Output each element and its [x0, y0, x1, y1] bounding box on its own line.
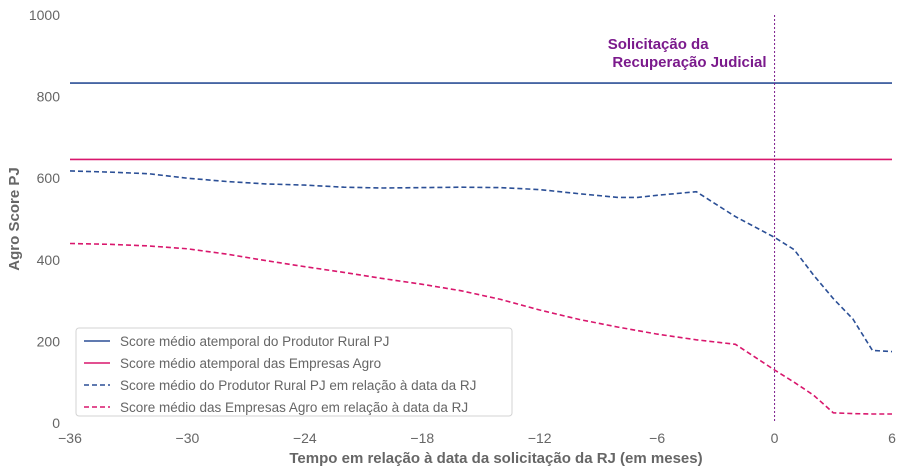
legend-box	[75, 327, 513, 417]
x-axis-label: Tempo em relação à data da solicitação d…	[289, 450, 702, 467]
legend-label: Score médio do Produtor Rural PJ em rela…	[120, 378, 476, 393]
legend: Score médio atemporal do Produtor Rural …	[75, 327, 513, 417]
legend-label: Score médio das Empresas Agro em relação…	[120, 400, 468, 415]
x-tick-label: 0	[771, 430, 779, 446]
legend-label: Score médio atemporal das Empresas Agro	[120, 356, 381, 371]
y-tick-label: 600	[37, 170, 61, 186]
x-tick-label: −30	[176, 430, 200, 446]
y-tick-label: 0	[52, 415, 60, 431]
x-tick-label: −36	[58, 430, 82, 446]
series-line-4	[69, 242, 892, 415]
annotation-line-2: Recuperação Judicial	[612, 54, 766, 71]
x-tick-label: −18	[410, 430, 434, 446]
x-axis-ticks: −36 −30 −24 −18 −12 −6 0 6	[58, 430, 896, 446]
x-tick-label: −24	[293, 430, 317, 446]
annotation-line-1: Solicitação da	[608, 36, 710, 53]
series-lines	[69, 82, 893, 415]
series-line-3	[69, 170, 893, 353]
y-tick-label: 800	[37, 89, 61, 105]
y-axis-label: Agro Score PJ	[6, 167, 23, 270]
x-tick-label: 6	[888, 430, 896, 446]
y-tick-label: 200	[37, 333, 61, 349]
x-tick-label: −12	[528, 430, 552, 446]
x-tick-label: −6	[649, 430, 665, 446]
y-tick-label: 1000	[29, 7, 60, 23]
legend-label: Score médio atemporal do Produtor Rural …	[120, 334, 389, 349]
y-axis-ticks: 0 200 400 600 800 1000	[29, 7, 60, 431]
y-tick-label: 400	[37, 252, 61, 268]
